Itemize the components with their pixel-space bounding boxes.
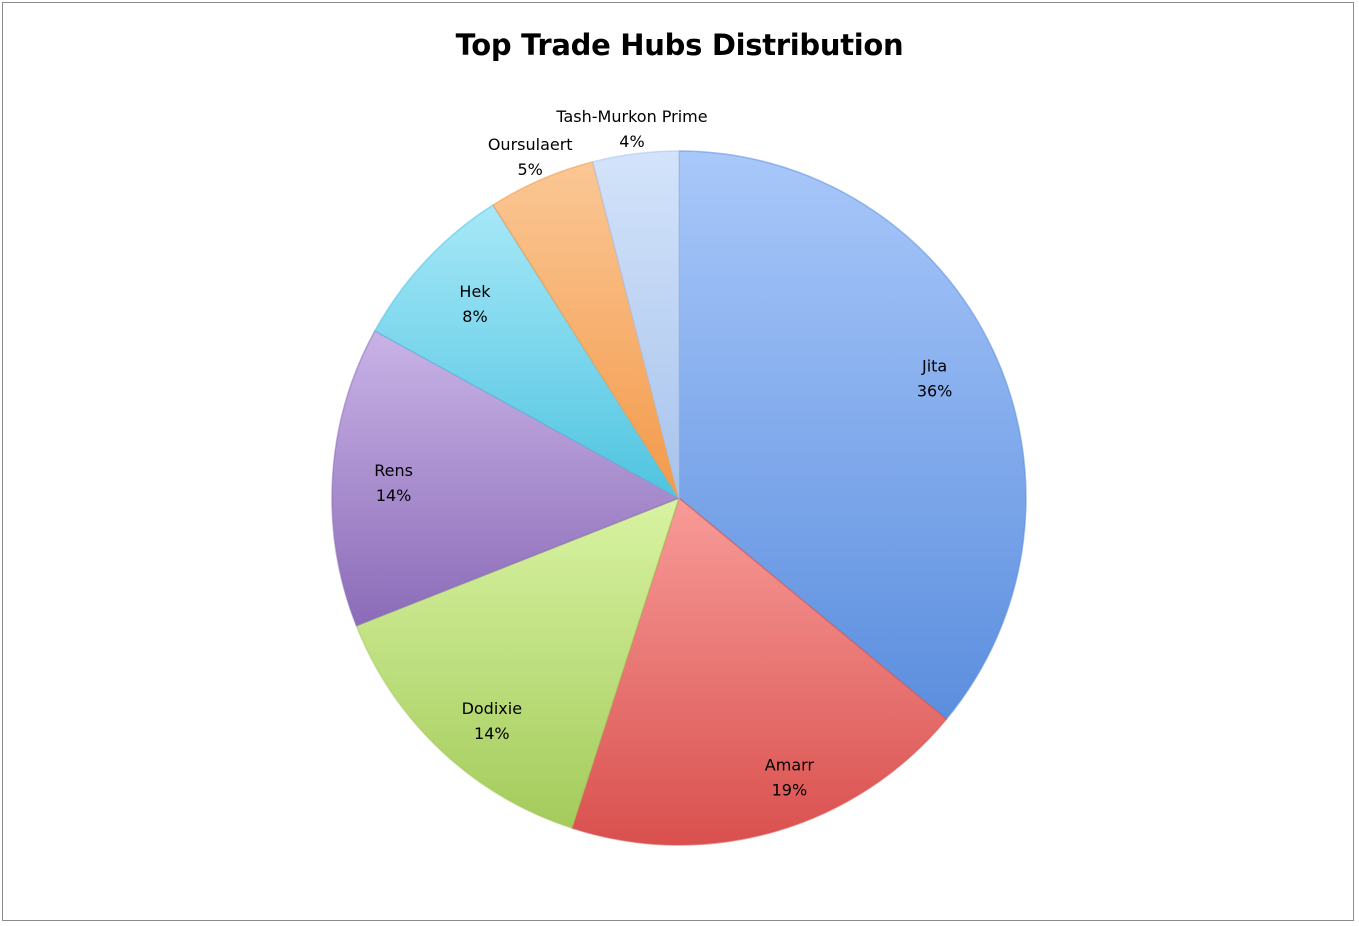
chart-title: Top Trade Hubs Distribution <box>455 28 904 62</box>
pie-labels: Jita 36% Amarr 19% Dodixie 14% Rens 14% Hek 8% Our… <box>374 107 952 799</box>
slice-percent-jita: 36% <box>917 381 953 400</box>
slice-percent-dodixie: 14% <box>474 724 510 743</box>
slice-label-amarr: Amarr <box>765 756 815 775</box>
slice-label-dodixie: Dodixie <box>462 699 522 718</box>
slice-percent-tash-murkon-prime: 4% <box>619 132 644 151</box>
slice-percent-oursulaert: 5% <box>518 160 543 179</box>
slice-percent-hek: 8% <box>462 307 487 326</box>
pie-slice-hek <box>374 204 680 499</box>
pie-slice-tash-murkon-prime <box>591 150 680 499</box>
slice-percent-rens: 14% <box>376 486 412 505</box>
slice-label-oursulaert: Oursulaert <box>488 135 573 154</box>
pie-slice-rens <box>331 330 680 627</box>
pie-slice-jita <box>678 150 1027 720</box>
slice-label-hek: Hek <box>459 282 491 301</box>
pie-slices <box>331 150 1027 846</box>
slice-percent-amarr: 19% <box>772 781 808 800</box>
slice-label-rens: Rens <box>374 461 413 480</box>
pie-slice-dodixie <box>355 497 680 829</box>
slice-label-jita: Jita <box>921 356 947 375</box>
slice-label-tash-murkon-prime: Tash-Murkon Prime <box>555 107 707 126</box>
pie-slice-amarr <box>571 497 948 846</box>
